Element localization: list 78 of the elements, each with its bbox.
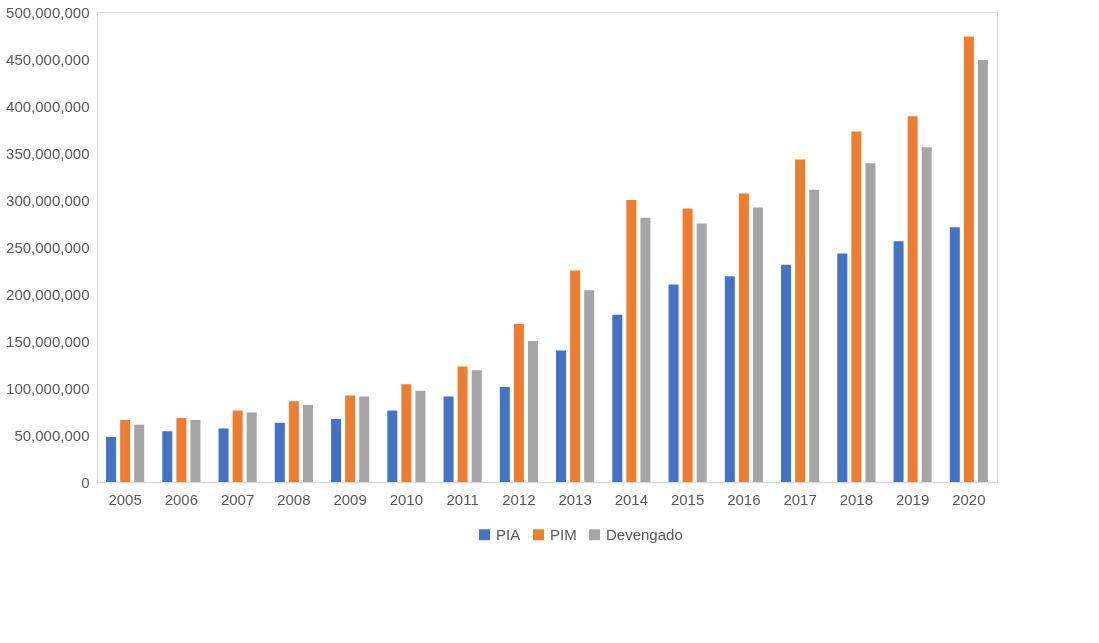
bar	[443, 396, 454, 482]
bar	[499, 387, 510, 482]
bar	[865, 163, 876, 482]
x-tick-label: 2007	[220, 490, 255, 508]
bar	[513, 324, 524, 482]
bar	[359, 396, 370, 482]
bar	[977, 59, 988, 482]
legend-label: Devengado	[606, 525, 683, 543]
legend-label: PIM	[550, 525, 577, 543]
x-tick-label: 2012	[502, 490, 536, 508]
bar	[837, 253, 848, 482]
bar	[190, 419, 201, 482]
bar	[781, 264, 792, 482]
bar	[696, 223, 707, 482]
bar	[302, 404, 313, 482]
bar	[612, 314, 623, 482]
bar	[232, 410, 243, 482]
y-tick-label: 500,000,000	[6, 3, 90, 21]
x-tick-label: 2020	[952, 490, 986, 508]
bar	[640, 217, 651, 482]
x-tick-label: 2015	[670, 490, 705, 508]
y-tick-label: 200,000,000	[6, 285, 90, 303]
bar	[246, 412, 257, 482]
bar	[682, 208, 693, 482]
bar	[724, 276, 735, 482]
x-tick-label: 2016	[727, 490, 761, 508]
bar	[668, 284, 679, 482]
x-tick-label: 2011	[446, 490, 479, 508]
bar	[851, 131, 862, 482]
bar	[584, 290, 595, 482]
y-tick-label: 50,000,000	[14, 426, 90, 444]
bar	[738, 193, 749, 482]
x-tick-label: 2014	[614, 490, 649, 508]
bar	[795, 159, 806, 482]
bar	[527, 341, 538, 482]
y-tick-label: 150,000,000	[6, 332, 90, 350]
x-tick-label: 2006	[164, 490, 199, 508]
bar	[387, 410, 398, 482]
bar	[288, 401, 299, 482]
bar	[176, 418, 187, 482]
bar	[809, 189, 820, 482]
y-tick-label: 300,000,000	[6, 191, 90, 209]
bar	[556, 350, 567, 482]
y-tick-label: 100,000,000	[6, 379, 90, 397]
y-tick-label: 350,000,000	[6, 144, 90, 162]
x-tick-label: 2009	[333, 490, 367, 508]
bar	[907, 116, 918, 482]
x-tick-label: 2010	[389, 490, 424, 508]
bar	[162, 431, 173, 482]
bar	[415, 390, 426, 482]
x-tick-label: 2013	[558, 490, 592, 508]
bar	[345, 395, 356, 482]
y-tick-label: 0	[81, 473, 90, 491]
x-tick-label: 2005	[108, 490, 142, 508]
x-tick-label: 2008	[277, 490, 311, 508]
bar	[401, 384, 412, 482]
bar	[893, 241, 904, 482]
y-tick-label: 450,000,000	[6, 50, 90, 68]
x-tick-label: 2019	[895, 490, 930, 508]
y-tick-label: 400,000,000	[6, 97, 90, 115]
bar	[106, 436, 117, 482]
bar	[134, 424, 145, 482]
bar	[949, 227, 960, 482]
bar	[626, 200, 637, 482]
bar	[331, 419, 342, 482]
bar	[274, 422, 285, 482]
bar	[457, 366, 468, 482]
bar	[120, 419, 131, 482]
bar	[471, 370, 482, 482]
x-tick-label: 2017	[783, 490, 817, 508]
bar	[921, 147, 932, 482]
bar	[570, 270, 581, 482]
y-tick-label: 250,000,000	[6, 238, 90, 256]
bar	[963, 36, 974, 482]
x-tick-label: 2018	[839, 490, 874, 508]
bar	[218, 428, 229, 482]
bar	[752, 207, 763, 482]
legend-label: PIA	[496, 525, 521, 543]
